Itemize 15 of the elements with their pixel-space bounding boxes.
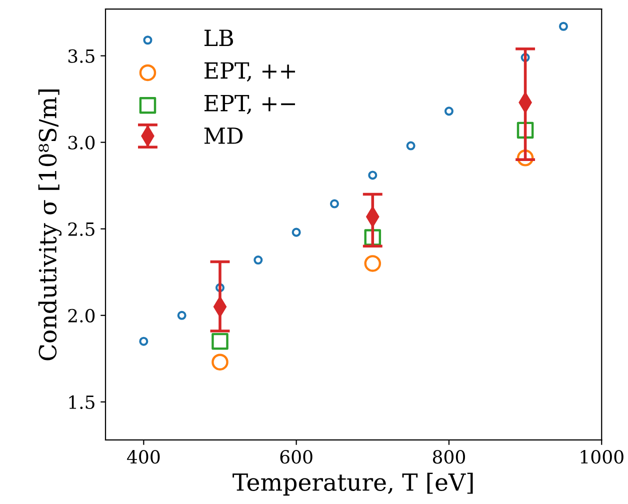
y-tick-label: 2.0	[68, 308, 95, 323]
y-tick-label: 3.0	[68, 136, 95, 150]
legend-label: LB	[204, 30, 234, 46]
x-tick-label: 400	[126, 450, 160, 464]
x-tick-label: 600	[280, 450, 312, 464]
x-tick-label: 800	[432, 450, 466, 464]
y-tick-label: 3.5	[68, 49, 94, 63]
legend-label: EPT, ++	[204, 62, 296, 82]
y-axis-title: Condutivity σ [10⁸S/m]	[38, 89, 62, 360]
legend-label: EPT, +−	[204, 94, 296, 114]
y-tick-label: 2.5	[68, 222, 94, 236]
y-tick-label: 1.5	[69, 395, 94, 410]
x-axis-title: Temperature, T [eV]	[232, 472, 473, 496]
legend-label: MD	[204, 128, 243, 144]
x-tick-label: 1000	[580, 450, 624, 464]
